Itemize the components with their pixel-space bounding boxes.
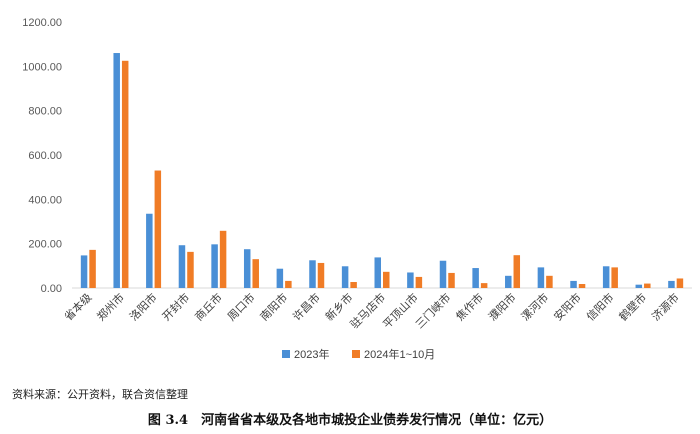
bar-2023-鹤壁市: [635, 284, 643, 288]
bar-2023-郑州市: [113, 53, 120, 288]
bar-2024-周口市: [252, 259, 259, 288]
x-tick-label: 驻马店市: [347, 290, 388, 331]
bar-2023-开封市: [178, 245, 186, 288]
x-tick-label: 许昌市: [290, 290, 323, 323]
bar-chart: 0.00 200.00 400.00 600.00 800.00 1000.00 1200.…: [22, 17, 692, 361]
x-tick-label: 安阳市: [551, 290, 584, 323]
bar-2024-平顶山市: [415, 276, 423, 288]
bar-2023-周口市: [243, 249, 251, 288]
x-tick-label: 商丘市: [192, 290, 225, 323]
bar-2024-济源市: [676, 278, 684, 288]
x-tick-label: 郑州市: [94, 290, 127, 323]
bar-2023-安阳市: [570, 280, 577, 288]
x-tick-label: 洛阳市: [126, 290, 159, 323]
bar-2024-商丘市: [219, 230, 227, 288]
x-tick-label: 南阳市: [257, 290, 290, 323]
bar-2023-洛阳市: [146, 213, 153, 288]
bar-2024-鹤壁市: [644, 283, 651, 288]
bar-2023-漯河市: [537, 267, 545, 288]
y-tick-label: 600.00: [28, 150, 62, 162]
legend-swatch: [352, 350, 360, 358]
x-tick-label: 信阳市: [583, 290, 616, 323]
y-tick-label: 1000.00: [22, 61, 62, 73]
bar-2024-郑州市: [121, 60, 129, 288]
x-tick-label: 濮阳市: [485, 290, 518, 323]
x-tick-label: 焦作市: [453, 290, 486, 323]
y-tick-label: 800.00: [28, 106, 62, 118]
bar-2024-安阳市: [578, 284, 586, 288]
bar-2024-开封市: [187, 251, 194, 288]
x-tick-label: 周口市: [224, 290, 257, 323]
legend: 2023年 2024年1~10月: [282, 347, 435, 361]
x-tick-label: 鹤壁市: [616, 290, 649, 323]
bar-2023-省本级: [80, 255, 88, 288]
bar-2024-洛阳市: [154, 170, 162, 288]
x-tick-label: 省本级: [61, 290, 94, 323]
bar-2024-南阳市: [285, 280, 292, 288]
bar-2023-商丘市: [211, 244, 218, 288]
bar-2023-许昌市: [309, 260, 316, 288]
bar-2024-濮阳市: [513, 255, 521, 288]
bar-2024-焦作市: [480, 283, 488, 288]
bars: [80, 53, 684, 288]
y-tick-label: 1200.00: [22, 17, 62, 29]
bar-2024-信阳市: [611, 267, 618, 288]
bar-2024-许昌市: [317, 262, 325, 288]
bar-2024-三门峡市: [448, 272, 455, 288]
bar-2024-漯河市: [546, 275, 553, 288]
bar-2023-南阳市: [276, 268, 284, 288]
bar-2024-省本级: [89, 249, 96, 288]
bar-2024-驻马店市: [383, 271, 390, 288]
bar-2023-新乡市: [341, 266, 349, 288]
bar-2023-驻马店市: [374, 257, 381, 288]
legend-label: 2024年1~10月: [364, 347, 435, 361]
x-tick-label: 漯河市: [518, 290, 551, 323]
y-axis-ticks: 0.00 200.00 400.00 600.00 800.00 1000.00 1200.…: [22, 17, 62, 295]
legend-swatch: [282, 350, 290, 358]
x-tick-label: 三门峡市: [412, 290, 453, 331]
x-tick-label: 开封市: [159, 290, 192, 323]
figure-caption: 图 3.4 河南省省本级及各地市城投企业债券发行情况（单位：亿元）: [147, 413, 553, 428]
bar-2023-濮阳市: [505, 275, 512, 288]
bar-2023-信阳市: [602, 266, 610, 288]
bar-2023-焦作市: [472, 268, 479, 288]
x-tick-label: 平顶山市: [380, 290, 421, 331]
y-tick-label: 200.00: [28, 239, 62, 251]
bar-2023-济源市: [668, 280, 675, 288]
y-tick-label: 0.00: [41, 283, 62, 295]
bar-2023-三门峡市: [439, 260, 447, 288]
source-note: 资料来源：公开资料，联合资信整理: [12, 388, 188, 401]
x-tick-label: 济源市: [649, 290, 682, 323]
x-axis-categories: 省本级 郑州市 洛阳市 开封市 商丘市 周口市 南阳市 许昌市 新乡市驻马店市平顶山市三门峡市焦…: [61, 290, 682, 331]
legend-label: 2023年: [294, 347, 329, 361]
y-tick-label: 400.00: [28, 194, 62, 206]
bar-2024-新乡市: [350, 282, 357, 288]
bar-2023-平顶山市: [407, 272, 414, 288]
